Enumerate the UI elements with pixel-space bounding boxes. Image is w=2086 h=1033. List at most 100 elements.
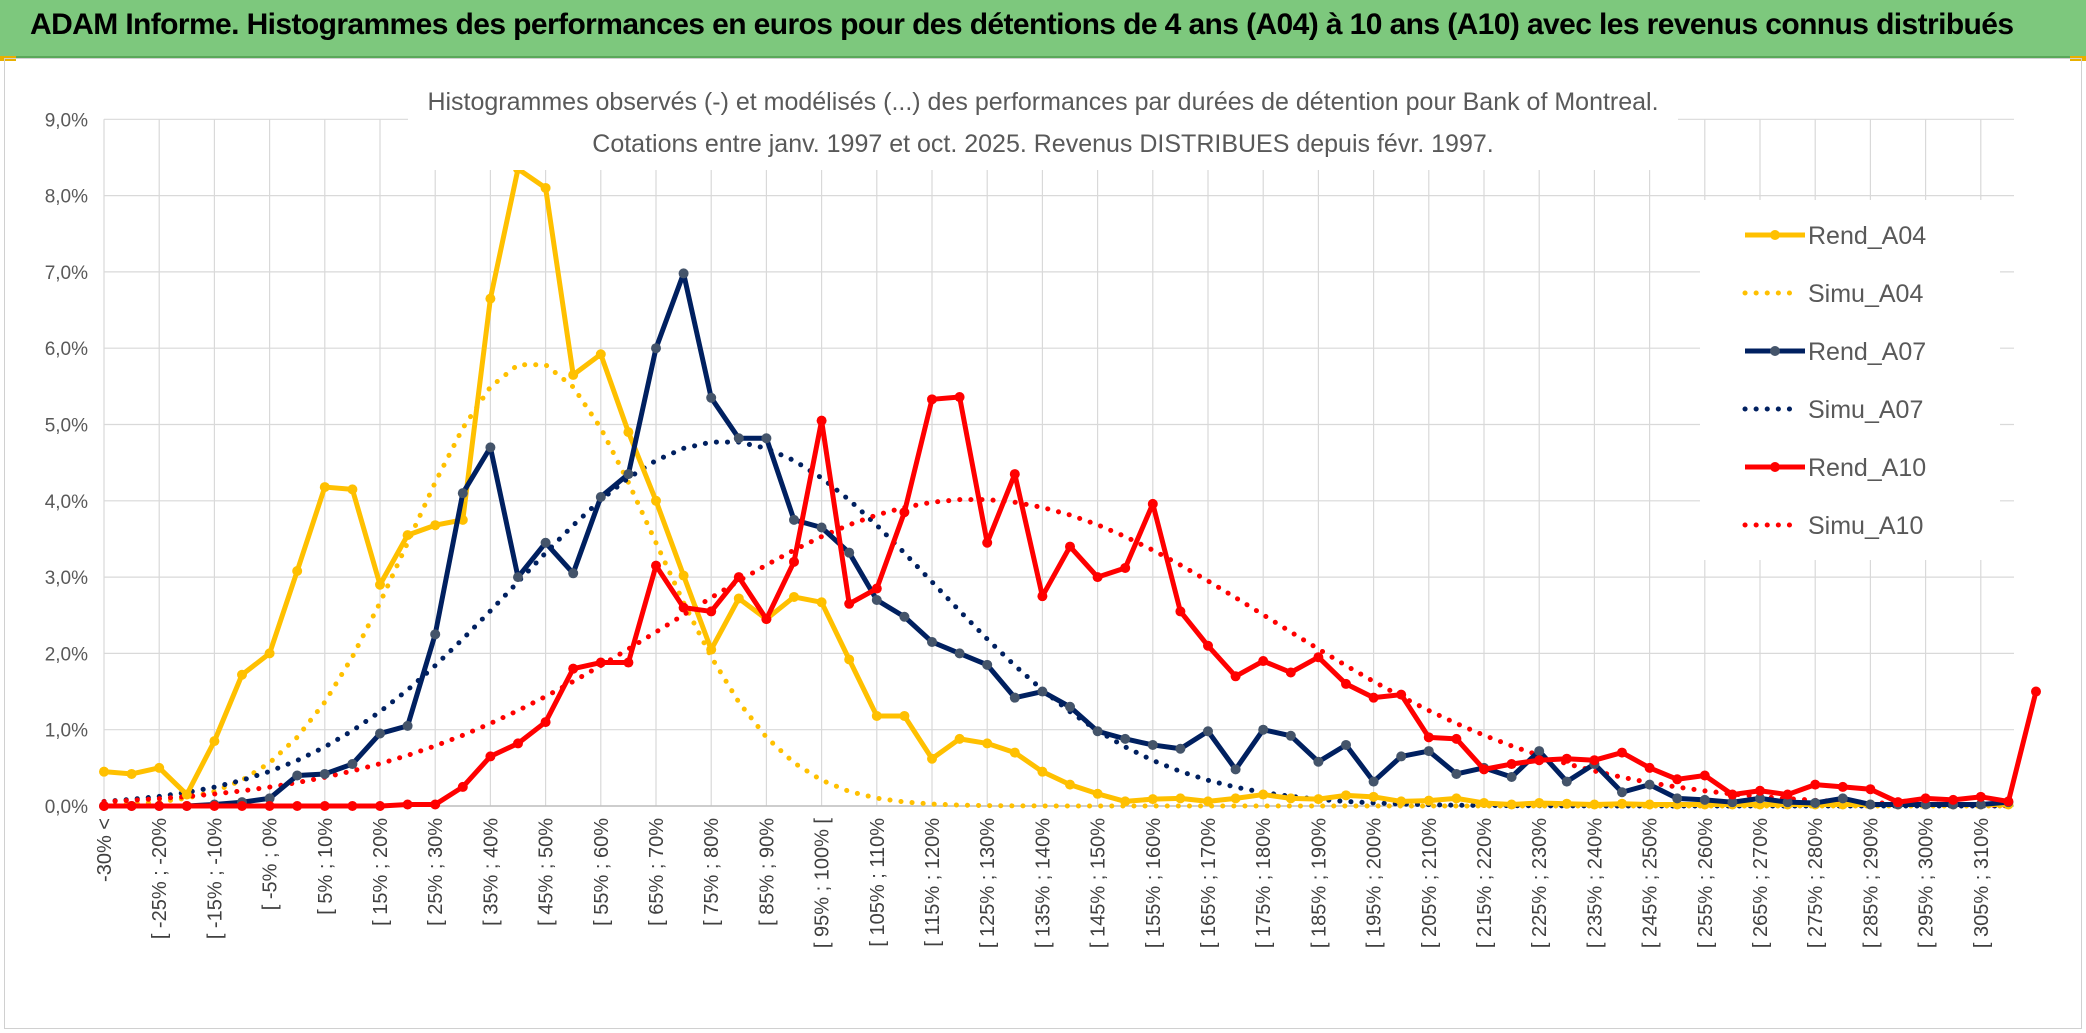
data-point-Rend_A10 <box>485 751 496 762</box>
legend: Rend_A04 Simu_A04 Rend_A07 Simu_A07 Rend_A10… <box>1742 222 1926 540</box>
y-tick-label: 5,0% <box>45 416 88 437</box>
data-point-Rend_A07 <box>1534 746 1545 757</box>
data-point-Rend_A07 <box>1837 793 1848 804</box>
data-point-Rend_A07 <box>1147 739 1158 750</box>
data-point-Rend_A10 <box>816 415 827 426</box>
data-point-Rend_A10 <box>264 801 275 811</box>
data-point-Rend_A07 <box>1506 772 1517 783</box>
data-point-Rend_A07 <box>1727 797 1738 808</box>
data-point-Rend_A07 <box>1341 739 1351 750</box>
data-point-Rend_A04 <box>623 427 634 438</box>
y-tick-label: 0,0% <box>45 797 88 818</box>
x-tick-label: [ 215% ; 220% <box>1474 818 1496 948</box>
data-point-Rend_A10 <box>1479 764 1489 775</box>
legend-item-Simu_A04: Simu_A04 <box>1742 280 1923 308</box>
data-point-Rend_A07 <box>347 759 358 770</box>
data-point-Rend_A04 <box>844 654 855 665</box>
data-point-Rend_A10 <box>1699 770 1710 781</box>
series-layer <box>99 163 2041 811</box>
data-point-Rend_A10 <box>871 583 882 594</box>
data-point-Rend_A10 <box>457 781 468 792</box>
legend-item-Rend_A04: Rend_A04 <box>1745 222 1926 250</box>
legend-marker <box>1770 230 1780 240</box>
y-tick-label: 2,0% <box>45 644 88 665</box>
x-tick-label: [ 235% ; 240% <box>1584 818 1606 948</box>
y-tick-label: 8,0% <box>45 187 88 208</box>
data-point-Rend_A04 <box>595 349 606 360</box>
data-point-Rend_A10 <box>844 598 855 609</box>
y-tick-label: 7,0% <box>45 263 88 284</box>
series-line-Rend_A04 <box>103 166 2009 807</box>
data-point-Rend_A07 <box>319 768 330 779</box>
x-tick-label: [ 5% ; 10% <box>315 818 337 915</box>
legend-label: Rend_A10 <box>1808 454 1926 482</box>
data-point-Rend_A04 <box>1617 798 1627 809</box>
data-point-Rend_A07 <box>844 547 855 558</box>
data-point-Rend_A10 <box>126 801 137 811</box>
data-point-Rend_A10 <box>540 717 551 728</box>
data-point-Rend_A07 <box>430 629 441 640</box>
data-point-Rend_A07 <box>1368 776 1379 787</box>
data-point-Rend_A10 <box>1589 755 1600 766</box>
data-point-Rend_A10 <box>154 801 165 811</box>
x-tick-label: [ 225% ; 230% <box>1529 818 1551 948</box>
data-point-Rend_A04 <box>1203 796 1213 807</box>
data-point-Rend_A04 <box>347 484 358 495</box>
data-point-Rend_A10 <box>430 799 441 810</box>
data-point-Rend_A04 <box>1009 747 1020 758</box>
data-point-Rend_A07 <box>485 442 496 453</box>
data-point-Rend_A07 <box>927 636 937 647</box>
data-point-Rend_A10 <box>402 799 413 810</box>
report-title: ADAM Informe. Histogrammes des performan… <box>30 8 2014 41</box>
data-point-Rend_A04 <box>706 644 717 655</box>
x-tick-label: [ -15% ; -10% <box>204 818 226 939</box>
data-point-Rend_A10 <box>1672 774 1683 785</box>
data-point-Rend_A04 <box>1092 788 1103 799</box>
data-point-Rend_A07 <box>1230 764 1241 775</box>
legend-label: Simu_A04 <box>1808 280 1923 308</box>
data-point-Rend_A10 <box>761 614 772 625</box>
y-tick-label: 4,0% <box>45 492 88 513</box>
data-point-Rend_A10 <box>1451 733 1462 744</box>
data-point-Rend_A10 <box>623 657 634 668</box>
x-tick-label: [ 155% ; 160% <box>1143 818 1165 948</box>
data-point-Rend_A04 <box>209 736 220 747</box>
data-point-Rend_A10 <box>237 801 247 811</box>
data-point-Rend_A07 <box>1644 779 1655 790</box>
data-point-Rend_A07 <box>899 611 910 622</box>
data-point-Rend_A04 <box>678 570 689 581</box>
data-point-Rend_A04 <box>402 530 413 541</box>
x-tick-label: [ 175% ; 180% <box>1253 818 1275 948</box>
report-banner: ADAM Informe. Histogrammes des performan… <box>0 0 2086 58</box>
x-tick-label: [ 15% ; 20% <box>370 818 392 926</box>
data-point-Rend_A07 <box>706 392 717 403</box>
data-point-Rend_A07 <box>1423 746 1434 757</box>
data-point-Rend_A10 <box>1037 591 1048 602</box>
data-point-Rend_A07 <box>402 720 413 731</box>
data-point-Rend_A10 <box>1782 789 1793 800</box>
x-tick-label: [ 195% ; 200% <box>1364 818 1386 948</box>
data-point-Rend_A10 <box>1534 755 1545 766</box>
data-point-Rend_A10 <box>347 801 358 811</box>
x-tick-label: [ 165% ; 170% <box>1198 818 1220 948</box>
data-point-Rend_A10 <box>1368 692 1379 703</box>
data-point-Rend_A04 <box>1396 796 1407 807</box>
y-tick-label: 1,0% <box>45 721 88 742</box>
data-point-Rend_A04 <box>1285 793 1296 804</box>
data-point-Rend_A04 <box>1589 799 1600 810</box>
legend-marker <box>1770 346 1780 356</box>
data-point-Rend_A07 <box>540 537 551 548</box>
data-point-Rend_A04 <box>1506 799 1517 810</box>
data-point-Rend_A07 <box>1065 701 1075 712</box>
x-tick-label: [ 295% ; 300% <box>1916 818 1938 948</box>
data-point-Rend_A07 <box>1672 793 1683 804</box>
x-tick-label: [ -25% ; -20% <box>149 818 171 939</box>
data-point-Rend_A10 <box>1175 606 1186 617</box>
data-point-Rend_A10 <box>595 657 606 668</box>
legend-item-Rend_A10: Rend_A10 <box>1745 454 1926 482</box>
data-point-Rend_A04 <box>568 369 579 380</box>
data-point-Rend_A04 <box>485 293 496 304</box>
data-point-Rend_A04 <box>816 597 827 608</box>
data-point-Rend_A07 <box>264 793 275 804</box>
